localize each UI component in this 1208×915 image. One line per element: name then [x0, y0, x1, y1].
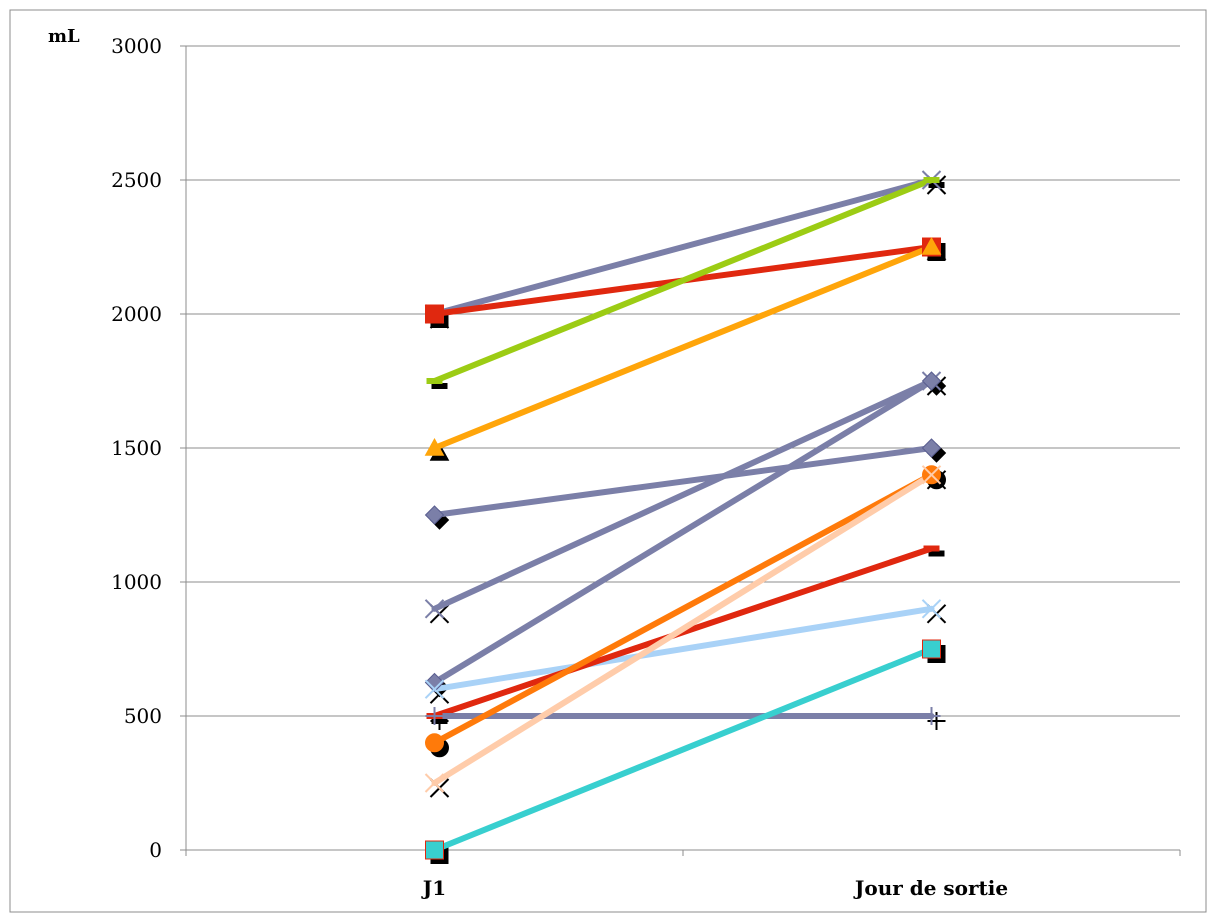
series-line: [431, 445, 935, 518]
y-tick-label: 2000: [111, 302, 162, 326]
data-point: [921, 465, 942, 485]
series-line: [431, 471, 935, 746]
y-tick-label: 1500: [111, 436, 162, 460]
data-point: [425, 707, 444, 725]
data-point: [424, 437, 445, 456]
data-point: [426, 378, 443, 384]
y-tick-label: 3000: [111, 34, 162, 58]
data-point: [921, 371, 942, 391]
series-line: [431, 177, 935, 317]
data-point: [424, 505, 445, 525]
y-tick-label: 500: [124, 704, 162, 728]
data-point: [922, 707, 941, 725]
data-point: [425, 304, 444, 324]
data-point: [425, 840, 444, 860]
y-tick-label: 1000: [111, 570, 162, 594]
y-tick-label: 2500: [111, 168, 162, 192]
series-line: [431, 378, 935, 686]
x-category-label: Jour de sortie: [853, 876, 1008, 900]
data-point: [923, 177, 940, 183]
series-line: [431, 646, 935, 853]
series-line: [431, 605, 935, 693]
data-point: [424, 773, 445, 793]
data-point: [923, 545, 940, 552]
data-point: [921, 438, 942, 458]
series-line: [431, 378, 935, 612]
data-point: [921, 236, 942, 255]
y-tick-label: 0: [149, 838, 162, 862]
data-point: [424, 679, 445, 699]
data-point: [424, 599, 445, 619]
chart-border: [9, 9, 1207, 913]
data-point: [928, 550, 945, 557]
series-markers: [424, 170, 942, 860]
data-point: [425, 733, 444, 753]
data-point: [431, 383, 448, 389]
series-line: [431, 177, 935, 384]
series-line: [431, 244, 935, 451]
series-line: [431, 471, 935, 786]
series-lines: [431, 177, 935, 853]
data-point: [922, 639, 941, 659]
data-point: [424, 672, 445, 693]
data-point: [921, 599, 942, 619]
x-category-label: J1: [421, 876, 446, 900]
y-axis-unit-label: mL: [48, 26, 80, 47]
